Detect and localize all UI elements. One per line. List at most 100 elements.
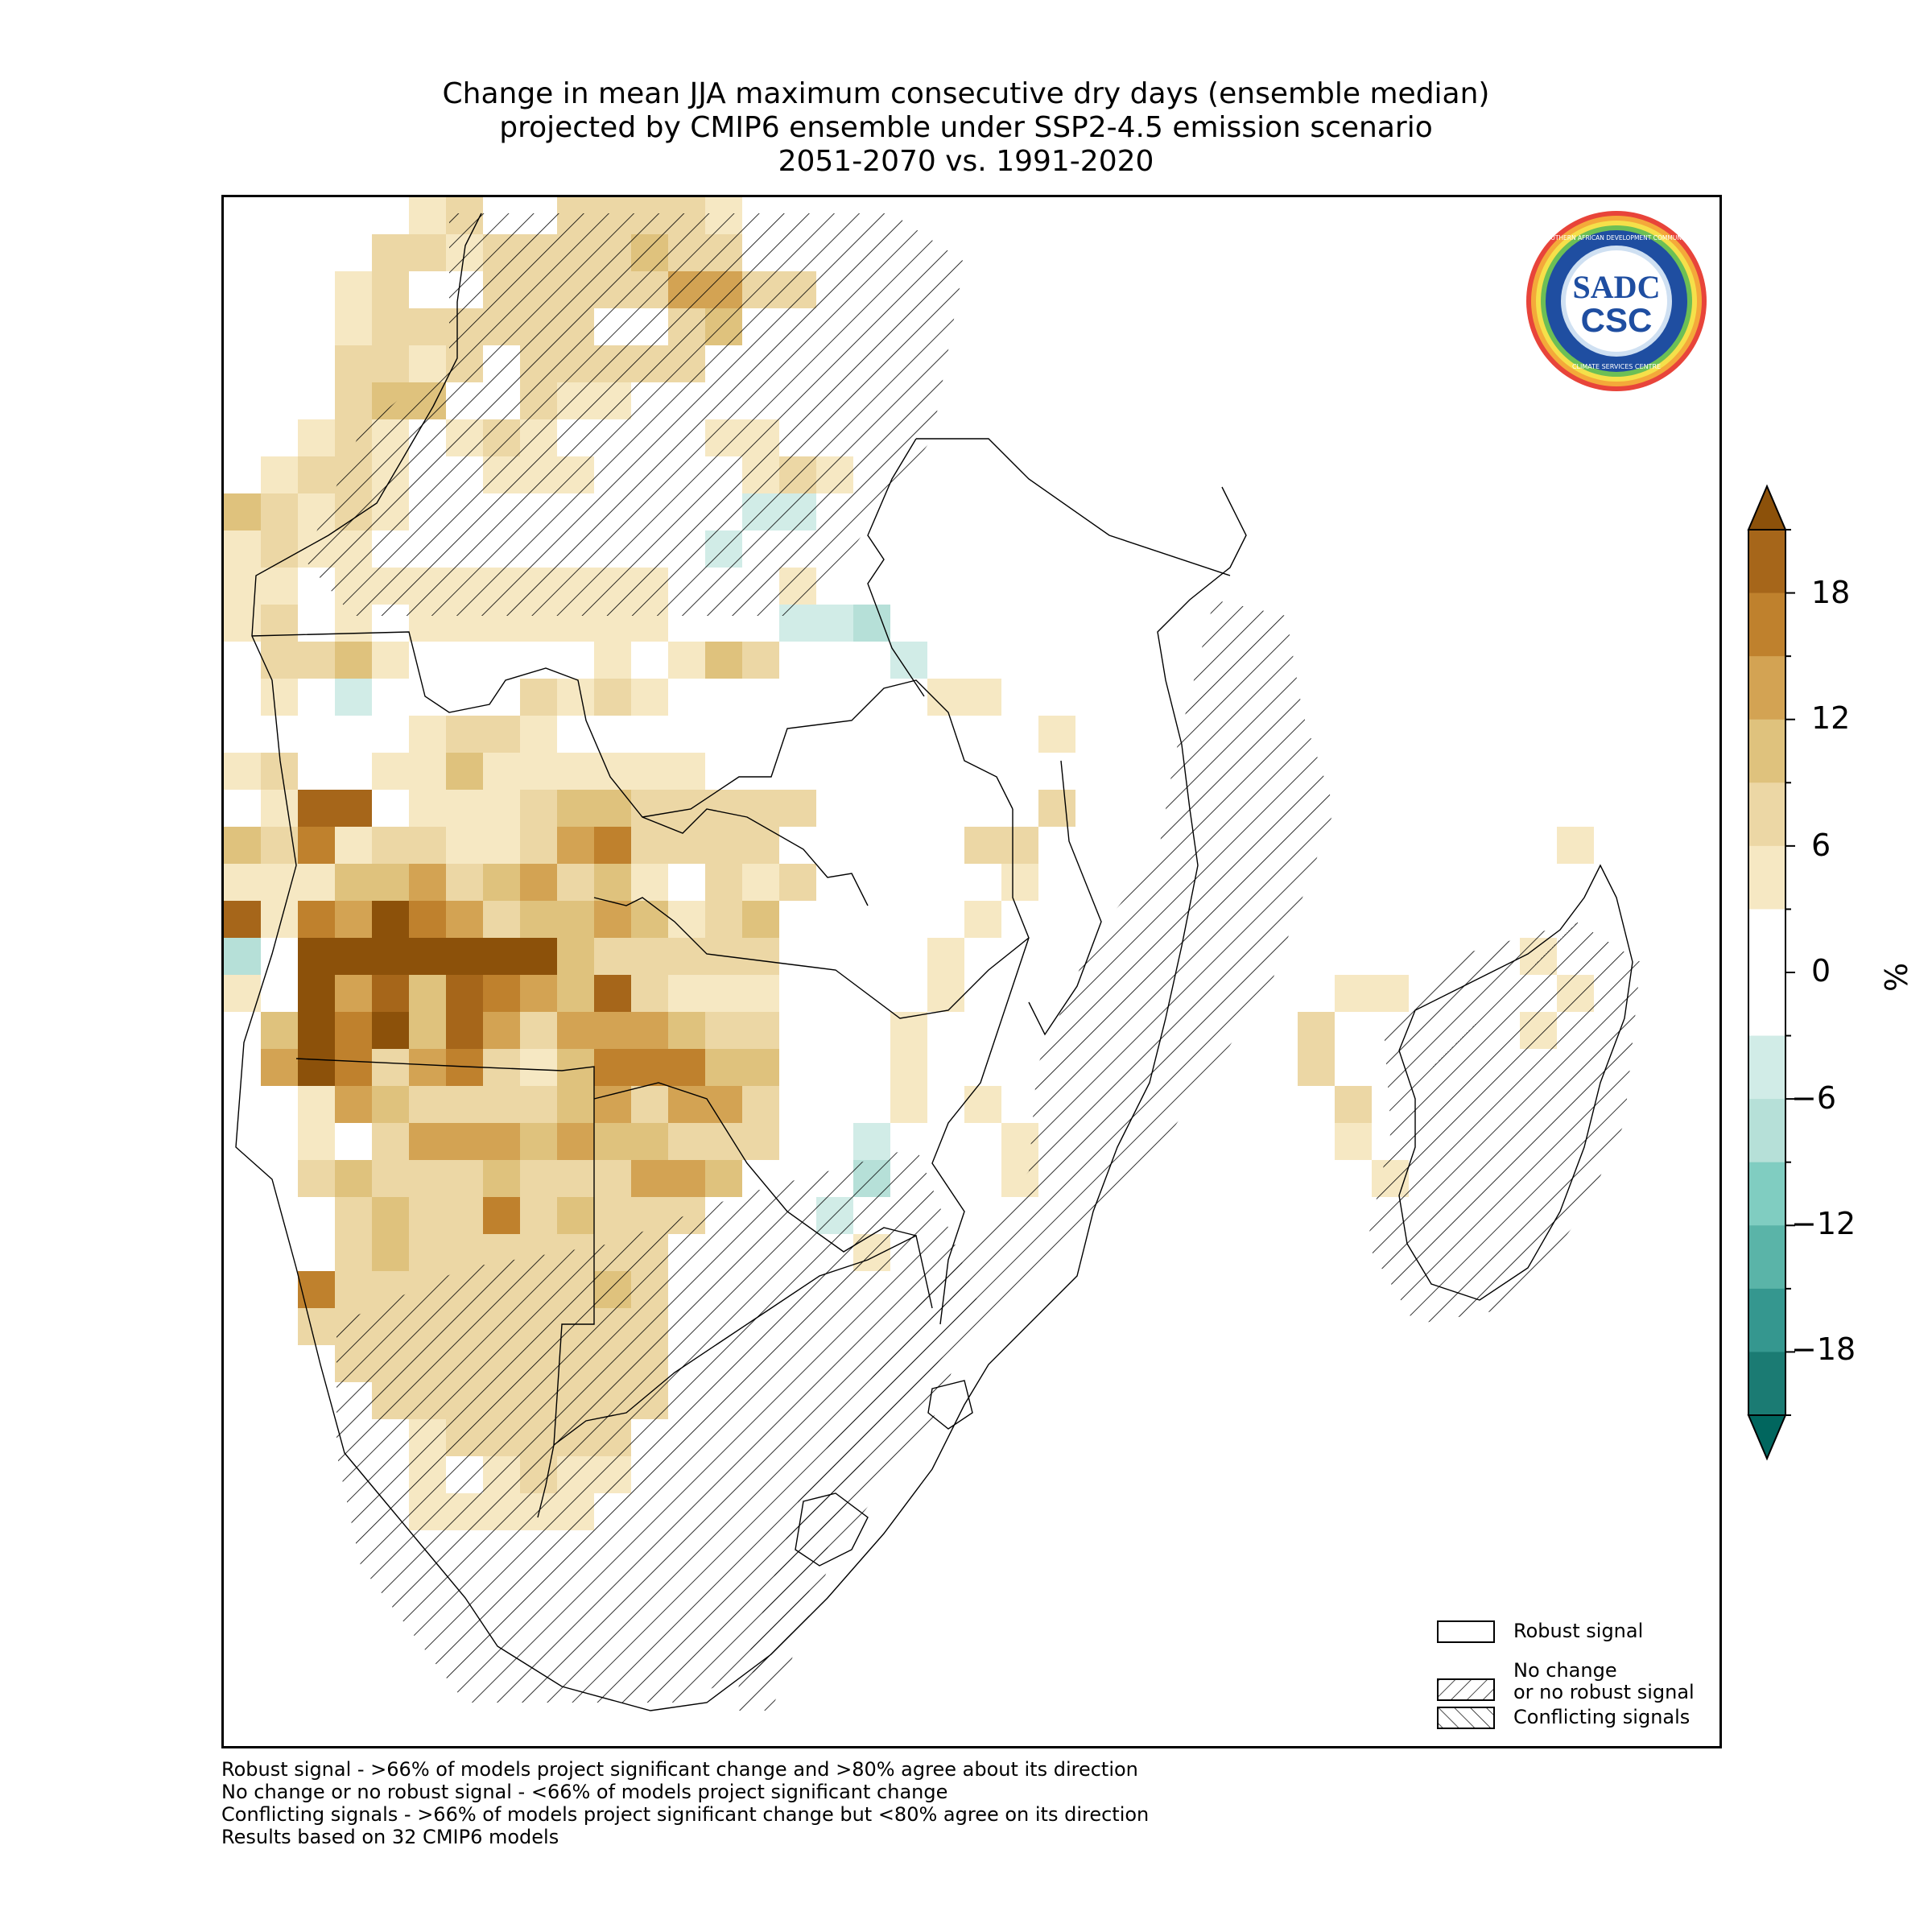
- grid-cell: [372, 753, 409, 790]
- grid-cell: [483, 1197, 520, 1234]
- grid-cell: [705, 901, 742, 938]
- grid-cell: [335, 308, 372, 345]
- footnote-1: Robust signal - >66% of models project s…: [221, 1758, 1138, 1781]
- colorbar-tick-12: 12: [1811, 700, 1851, 736]
- grid-cell: [409, 938, 446, 975]
- grid-cell: [335, 382, 372, 419]
- map-panel: [221, 195, 1722, 1748]
- grid-cell: [372, 1012, 409, 1049]
- grid-cell: [557, 1123, 594, 1160]
- legend-conflicting: Conflicting signals: [1433, 1707, 1723, 1734]
- grid-cell: [594, 642, 631, 679]
- legend-robust-label: Robust signal: [1513, 1620, 1644, 1642]
- grid-cell: [446, 1123, 483, 1160]
- border-zambia-south: [593, 897, 1030, 1019]
- grid-cell: [853, 1123, 890, 1160]
- grid-cell: [483, 1160, 520, 1197]
- grid-cell: [631, 901, 668, 938]
- grid-cell: [298, 642, 335, 679]
- grid-cell: [372, 938, 409, 975]
- grid-cell: [557, 901, 594, 938]
- lesotho: [795, 1492, 869, 1567]
- grid-cell: [594, 1086, 631, 1123]
- grid-cell: [742, 975, 779, 1012]
- grid-cell: [298, 1160, 335, 1197]
- grid-cell: [446, 1197, 483, 1234]
- grid-cell: [742, 790, 779, 827]
- grid-cell: [594, 1012, 631, 1049]
- grid-cell: [779, 864, 816, 901]
- grid-cell: [372, 1086, 409, 1123]
- grid-cell: [372, 271, 409, 308]
- grid-cell: [520, 864, 557, 901]
- grid-cell: [594, 1160, 631, 1197]
- grid-cell: [224, 753, 261, 790]
- grid-cell: [520, 1160, 557, 1197]
- grid-cell: [594, 1049, 631, 1086]
- grid-cell: [224, 975, 261, 1012]
- grid-cell: [631, 938, 668, 975]
- grid-cell: [224, 901, 261, 938]
- grid-cell: [594, 1123, 631, 1160]
- grid-cell: [742, 864, 779, 901]
- grid-cell: [483, 864, 520, 901]
- grid-cell: [742, 1123, 779, 1160]
- grid-cell: [335, 1086, 372, 1123]
- colorbar-segment: [1748, 909, 1785, 973]
- colorbar-segment: [1748, 530, 1785, 594]
- grid-cell: [372, 1234, 409, 1271]
- grid-cell: [483, 975, 520, 1012]
- grid-cell: [668, 1086, 705, 1123]
- grid-cell: [372, 1160, 409, 1197]
- grid-cell: [483, 901, 520, 938]
- grid-cell: [409, 1160, 446, 1197]
- grid-cell: [631, 1012, 668, 1049]
- border-mozambique-west: [931, 809, 1030, 1325]
- colorbar-tick-18: 18: [1811, 575, 1851, 610]
- grid-cell: [557, 679, 594, 716]
- grid-cell: [816, 605, 853, 642]
- grid-cell: [1001, 827, 1038, 864]
- grid-cell: [964, 679, 1001, 716]
- country-borders: [235, 213, 1633, 1711]
- title-line-2: projected by CMIP6 ensemble under SSP2-4…: [499, 111, 1433, 144]
- grid-cell: [298, 456, 335, 493]
- grid-cell: [335, 827, 372, 864]
- grid-cell: [372, 901, 409, 938]
- grid-cell: [298, 1123, 335, 1160]
- grid-cell: [261, 1049, 298, 1086]
- legend-robust: Robust signal: [1433, 1620, 1723, 1648]
- grid-cell: [261, 753, 298, 790]
- grid-cell: [742, 1012, 779, 1049]
- legend-no-change-label-2: or no robust signal: [1513, 1681, 1695, 1703]
- grid-cell: [335, 790, 372, 827]
- grid-cell: [964, 827, 1001, 864]
- grid-cell: [298, 1012, 335, 1049]
- grid-cell: [557, 1012, 594, 1049]
- grid-cell: [446, 975, 483, 1012]
- grid-cell: [483, 1012, 520, 1049]
- colorbar-segment: [1748, 972, 1785, 1037]
- grid-cell: [409, 1197, 446, 1234]
- grid-cell: [631, 975, 668, 1012]
- sadc-csc-logo: SADC CSC SOUTHERN AFRICAN DEVELOPMENT CO…: [1526, 211, 1707, 391]
- footnote-2: No change or no robust signal - <66% of …: [221, 1781, 948, 1803]
- grid-cell: [520, 1012, 557, 1049]
- grid-cell: [261, 827, 298, 864]
- grid-cell: [594, 1197, 631, 1234]
- grid-cell: [668, 938, 705, 975]
- grid-cell: [520, 1197, 557, 1234]
- logo-csc: CSC: [1581, 301, 1653, 339]
- coastline-west: [235, 213, 1247, 1711]
- footnote-3: Conflicting signals - >66% of models pro…: [221, 1803, 1150, 1826]
- colorbar-tick-6: 6: [1811, 828, 1831, 863]
- grid-cell: [446, 1160, 483, 1197]
- grid-cell: [964, 1086, 1001, 1123]
- grid-cell: [335, 271, 372, 308]
- legend-no-change: No change or no robust signal: [1433, 1660, 1723, 1715]
- grid-cell: [335, 1271, 372, 1308]
- grid-cell: [1298, 1012, 1335, 1049]
- grid-cell: [224, 530, 261, 568]
- grid-cell: [631, 1049, 668, 1086]
- grid-cell: [446, 901, 483, 938]
